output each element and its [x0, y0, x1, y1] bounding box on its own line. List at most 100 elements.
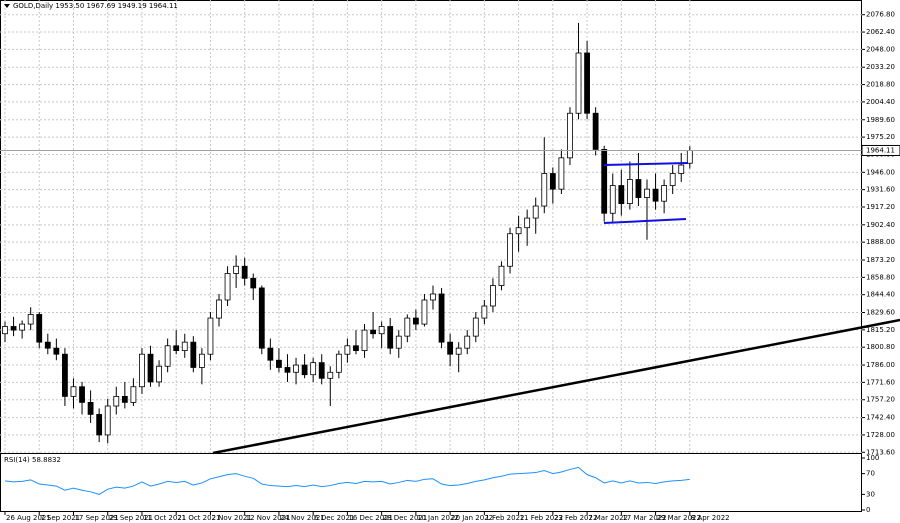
y-tick-label: 1917.20 [866, 203, 895, 211]
candle-body [130, 386, 137, 403]
candle-body [267, 347, 274, 361]
y-tick-label: 0 [866, 506, 870, 514]
y-tick-label: 1946.00 [866, 168, 895, 176]
channel-bottom [603, 218, 687, 224]
y-tick-label: 1815.20 [866, 326, 895, 334]
candle-body [438, 293, 445, 343]
x-tick-label: 6 Dec 2021 [314, 514, 354, 522]
candle-body [644, 188, 650, 198]
candle-body [10, 326, 17, 331]
y-tick-label: 2033.20 [866, 63, 895, 71]
candle-body [293, 364, 299, 373]
y-tick-label: 1800.80 [866, 343, 895, 351]
y-tick-label: 1771.60 [866, 378, 895, 386]
y-tick-label: 1873.20 [866, 256, 895, 264]
candle-body [36, 314, 43, 343]
candle-body [532, 205, 539, 219]
x-tick-label: 12 Nov 2021 [246, 514, 291, 522]
candle-body [464, 335, 471, 349]
candle-body [301, 364, 308, 376]
x-tick-label: 11 Feb 2022 [520, 514, 564, 522]
collapse-icon [4, 4, 10, 8]
candle-body [567, 112, 573, 159]
x-tick-label: 11 Oct 2021 [143, 514, 186, 522]
y-tick-label: 1902.40 [866, 221, 895, 229]
x-tick-label: 7 Mar 2022 [588, 514, 628, 522]
candle-body [284, 367, 291, 373]
y-tick-label: 1989.60 [866, 116, 895, 124]
y-tick-label: 1786.00 [866, 361, 895, 369]
candle-body [318, 362, 325, 379]
y-tick-label: 1844.40 [866, 291, 895, 299]
candle-body [79, 386, 85, 403]
candle-body [335, 353, 342, 373]
x-tick-label: 21 Oct 2021 [177, 514, 220, 522]
candle-body [678, 164, 685, 174]
candle-body [19, 323, 26, 331]
y-tick-label: 70 [866, 470, 875, 478]
plot-frame [0, 0, 862, 512]
candle-body [353, 345, 359, 351]
candle-body [27, 314, 34, 325]
marks [0, 22, 862, 495]
candle-body [250, 277, 257, 289]
candle-body [558, 157, 565, 190]
x-tick-label: 29 Mar 2022 [657, 514, 701, 522]
candle-body [524, 217, 531, 229]
candle-body [361, 329, 368, 351]
candle-body [370, 329, 376, 335]
candle-body [609, 185, 616, 214]
candle-body [241, 265, 248, 279]
candle-body [575, 52, 582, 114]
candle-body [592, 112, 599, 150]
candle-body [455, 347, 462, 355]
x-tick-label: 17 Mar 2022 [622, 514, 666, 522]
candle-body [139, 353, 145, 388]
candle-body [70, 386, 77, 397]
rsi-value: 58.8832 [32, 456, 61, 464]
x-tick-label: 8 Apr 2022 [691, 514, 730, 522]
candle-body [490, 285, 496, 307]
x-tick-label: 1 Feb 2022 [485, 514, 524, 522]
y-tick-label: 1931.60 [866, 186, 895, 194]
y-tick-label: 1858.80 [866, 273, 895, 281]
rsi-title: RSI(14) 58.8832 [4, 456, 61, 464]
x-tick-label: 2 Nov 2021 [211, 514, 251, 522]
y-tick-label: 1728.00 [866, 431, 895, 439]
chart-title: GOLD,Daily 1953.50 1967.69 1949.19 1964.… [13, 2, 178, 10]
candle-body [635, 179, 642, 198]
x-tick-label: 29 Sep 2021 [109, 514, 153, 522]
candle-body [472, 317, 479, 337]
candle-body [164, 345, 171, 367]
candle-body [447, 341, 454, 355]
candle-body [378, 326, 385, 335]
candle-body [258, 287, 265, 349]
candle-body [498, 265, 505, 286]
candle-body [601, 148, 608, 214]
candle-body [430, 293, 436, 301]
candle-body [626, 179, 633, 205]
candle-body [310, 362, 317, 376]
candle-body [412, 317, 419, 325]
y-tick-label: 1757.20 [866, 396, 895, 404]
y-tick-label: 1713.60 [866, 448, 895, 456]
candle-body [96, 414, 103, 436]
candle-body [652, 188, 659, 202]
candle-body [327, 371, 334, 379]
channel-top [603, 162, 689, 166]
candle-body [618, 185, 625, 205]
candle-body [387, 326, 394, 349]
candle-body [276, 359, 282, 368]
y-tick-label: 1742.40 [866, 414, 895, 422]
candle-body [541, 173, 548, 207]
candle-body [395, 335, 402, 349]
y-tick-label: 1888.00 [866, 238, 895, 246]
candle-body [661, 185, 668, 202]
candle-body [44, 341, 51, 349]
candle-body [404, 317, 411, 337]
x-tick-label: 23 Feb 2022 [554, 514, 598, 522]
candle-body [224, 273, 231, 301]
y-tick-label: 2018.80 [866, 81, 895, 89]
y-tick-label: 1975.20 [866, 133, 895, 141]
